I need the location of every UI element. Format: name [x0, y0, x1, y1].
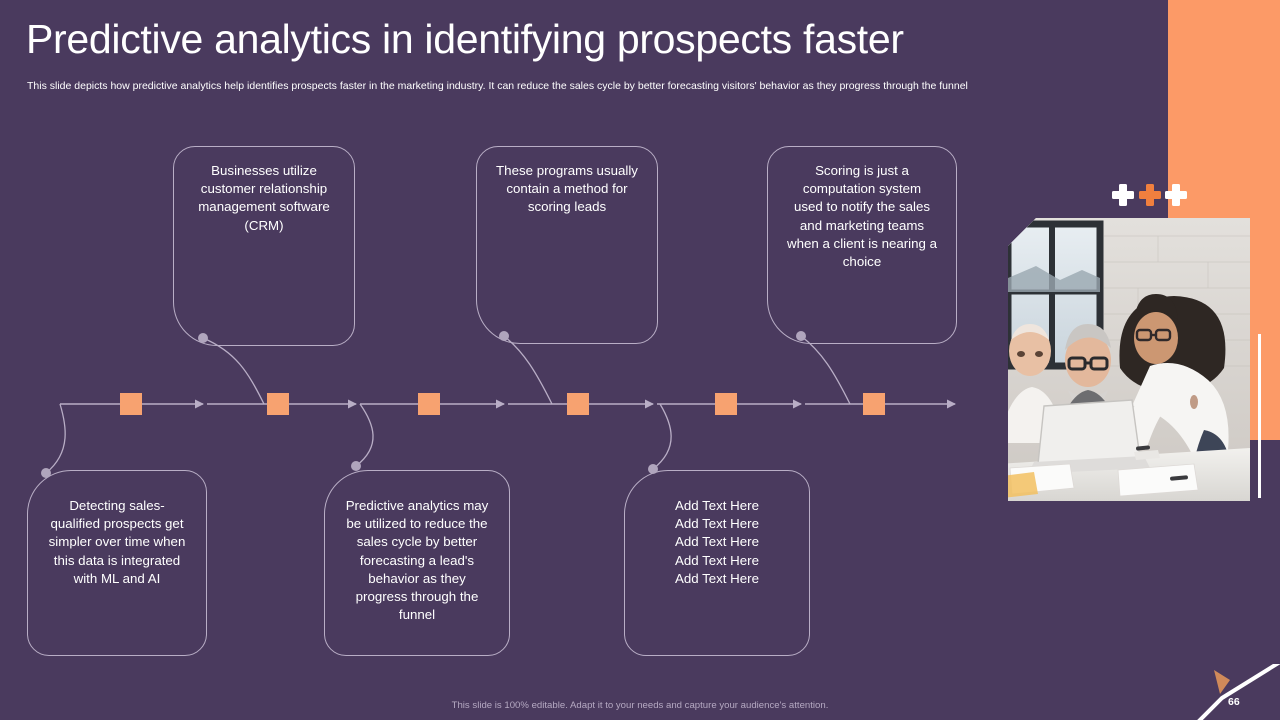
plus-icon-white-right	[1165, 184, 1187, 206]
callout-text: Scoring is just a computation system use…	[786, 163, 938, 270]
team-meeting-photo	[1008, 218, 1250, 501]
page-number: 66	[1228, 696, 1240, 708]
callout-text: Add Text Here Add Text Here Add Text Her…	[674, 498, 759, 586]
callout-node-dot-top-3	[796, 331, 806, 341]
editable-footer-note: This slide is 100% editable. Adapt it to…	[451, 700, 829, 711]
timeline-marker-2	[267, 393, 289, 415]
callout-node-dot-top-2	[499, 331, 509, 341]
plus-icon-white-left	[1112, 184, 1134, 206]
callout-node-dot-bottom-2	[351, 461, 361, 471]
callout-text: Businesses utilize customer relationship…	[198, 163, 330, 233]
callout-node-dot-bottom-3	[648, 464, 658, 474]
callout-card-top-1[interactable]: Businesses utilize customer relationship…	[173, 146, 355, 346]
callout-card-bottom-1[interactable]: Detecting sales- qualified prospects get…	[27, 470, 207, 656]
callout-card-bottom-3[interactable]: Add Text Here Add Text Here Add Text Her…	[624, 470, 810, 656]
callout-text: Detecting sales- qualified prospects get…	[48, 498, 186, 586]
white-accent-line	[1258, 334, 1261, 498]
page-subtitle: This slide depicts how predictive analyt…	[27, 80, 968, 92]
corner-chevron-decoration	[1197, 664, 1280, 720]
timeline-marker-4	[567, 393, 589, 415]
plus-icon-orange-center	[1139, 184, 1161, 206]
callout-card-top-3[interactable]: Scoring is just a computation system use…	[767, 146, 957, 344]
callout-text: Predictive analytics may be utilized to …	[345, 498, 489, 623]
callout-card-bottom-2[interactable]: Predictive analytics may be utilized to …	[324, 470, 510, 656]
timeline-marker-1	[120, 393, 142, 415]
callout-node-dot-bottom-1	[41, 468, 51, 478]
callout-node-dot-top-1	[198, 333, 208, 343]
timeline-marker-6	[863, 393, 885, 415]
page-title: Predictive analytics in identifying pros…	[26, 16, 904, 62]
callout-text: These programs usually contain a method …	[496, 163, 638, 215]
timeline-marker-5	[715, 393, 737, 415]
callout-card-top-2[interactable]: These programs usually contain a method …	[476, 146, 658, 344]
timeline-marker-3	[418, 393, 440, 415]
